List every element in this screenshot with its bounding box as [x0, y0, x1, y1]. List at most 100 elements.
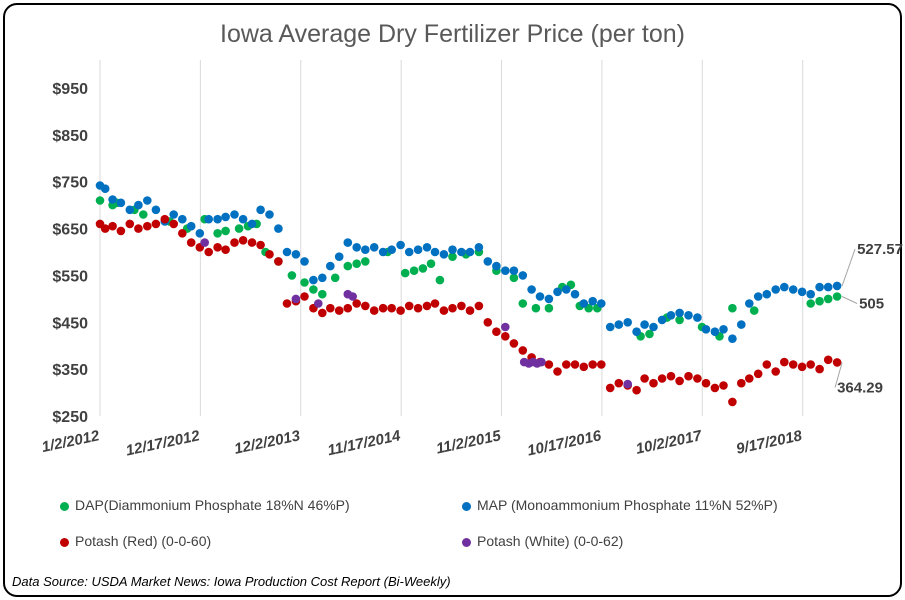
data-point [597, 360, 606, 369]
data-point [309, 275, 318, 285]
annotation-label: 364.29 [837, 379, 883, 396]
data-point [426, 259, 436, 269]
data-point [527, 285, 536, 294]
data-point [640, 320, 649, 329]
data-point [815, 282, 824, 292]
data-point [649, 378, 658, 388]
x-tick-label: 1/2/2012 [40, 427, 101, 456]
data-point [737, 378, 746, 388]
data-point [728, 334, 737, 344]
data-point [623, 379, 632, 389]
data-point [623, 318, 632, 327]
data-point [753, 369, 763, 379]
x-axis-ticks: 1/2/2012 12/17/2012 12/2/2013 11/17/2014 11/… [40, 427, 804, 459]
data-point [614, 378, 624, 388]
data-point [213, 229, 222, 238]
data-point [108, 195, 117, 204]
data-point [501, 266, 510, 276]
data-point [737, 320, 746, 329]
data-point [701, 378, 711, 388]
data-point [143, 221, 152, 231]
data-point [247, 219, 257, 229]
data-point [343, 303, 353, 313]
x-tick-label: 12/2/2013 [233, 427, 302, 458]
data-point [418, 264, 428, 273]
data-point [361, 301, 370, 311]
data-point [710, 383, 720, 393]
data-point [771, 367, 780, 376]
data-points [95, 181, 842, 407]
legend-marker-potash-white [462, 537, 471, 547]
data-point [531, 303, 541, 313]
data-point [509, 266, 519, 276]
data-point [823, 355, 833, 365]
data-point [348, 292, 358, 301]
data-point [204, 214, 213, 224]
legend-item-potash-white: Potash (White) (0-0-62) [462, 533, 623, 549]
data-point [422, 243, 432, 252]
data-point [134, 200, 143, 210]
data-point [116, 198, 126, 208]
data-point [483, 318, 493, 327]
x-tick-label: 10/17/2016 [526, 427, 604, 459]
data-point [352, 243, 362, 252]
data-point [562, 285, 571, 294]
data-point [430, 247, 440, 257]
data-point [474, 301, 484, 311]
data-point [518, 346, 528, 355]
data-point [684, 311, 693, 320]
data-point [409, 266, 419, 276]
annotation-leader [841, 248, 856, 287]
data-point [745, 299, 754, 308]
legend-item-map: MAP (Monoammonium Phosphate 11%N 52%P) [462, 497, 778, 513]
data-point [238, 236, 248, 245]
data-point [309, 285, 318, 294]
data-point [728, 303, 737, 313]
data-point [797, 362, 807, 372]
data-point [100, 224, 110, 233]
y-tick-label: $350 [52, 362, 88, 379]
annotation-leader [834, 362, 843, 388]
data-point [632, 327, 641, 337]
grid-lines [99, 60, 804, 416]
data-point [439, 306, 449, 315]
data-point [318, 273, 327, 283]
data-point [247, 238, 257, 247]
data-point [614, 320, 624, 329]
data-point [256, 240, 265, 250]
data-point [544, 294, 554, 304]
data-point [832, 292, 842, 301]
data-point [387, 245, 397, 254]
data-point [666, 371, 676, 381]
data-point [780, 357, 789, 367]
data-point [326, 261, 335, 271]
data-point [719, 325, 728, 334]
legend-label-map: MAP (Monoammonium Phosphate 11%N 52%P) [477, 497, 778, 513]
data-point [265, 250, 274, 259]
data-point [657, 315, 667, 325]
data-point [169, 210, 178, 219]
data-point [282, 299, 292, 308]
data-point [151, 205, 161, 215]
y-tick-label: $950 [52, 81, 88, 98]
data-point [230, 210, 239, 219]
data-point [518, 271, 528, 280]
data-point [314, 299, 323, 308]
data-point [143, 196, 152, 205]
data-point [806, 299, 815, 308]
legend-label-potash-red: Potash (Red) (0-0-60) [75, 533, 212, 549]
data-point [562, 360, 571, 369]
data-point [570, 289, 580, 299]
data-point [221, 245, 230, 254]
data-point [492, 261, 501, 271]
data-point [400, 268, 410, 278]
data-point [404, 247, 414, 257]
data-point [815, 296, 824, 306]
data-point [640, 374, 649, 383]
data-point [282, 247, 292, 257]
data-point [465, 306, 475, 315]
data-point [116, 226, 126, 236]
data-point [771, 285, 780, 294]
data-point [753, 292, 763, 301]
data-point [108, 221, 117, 231]
